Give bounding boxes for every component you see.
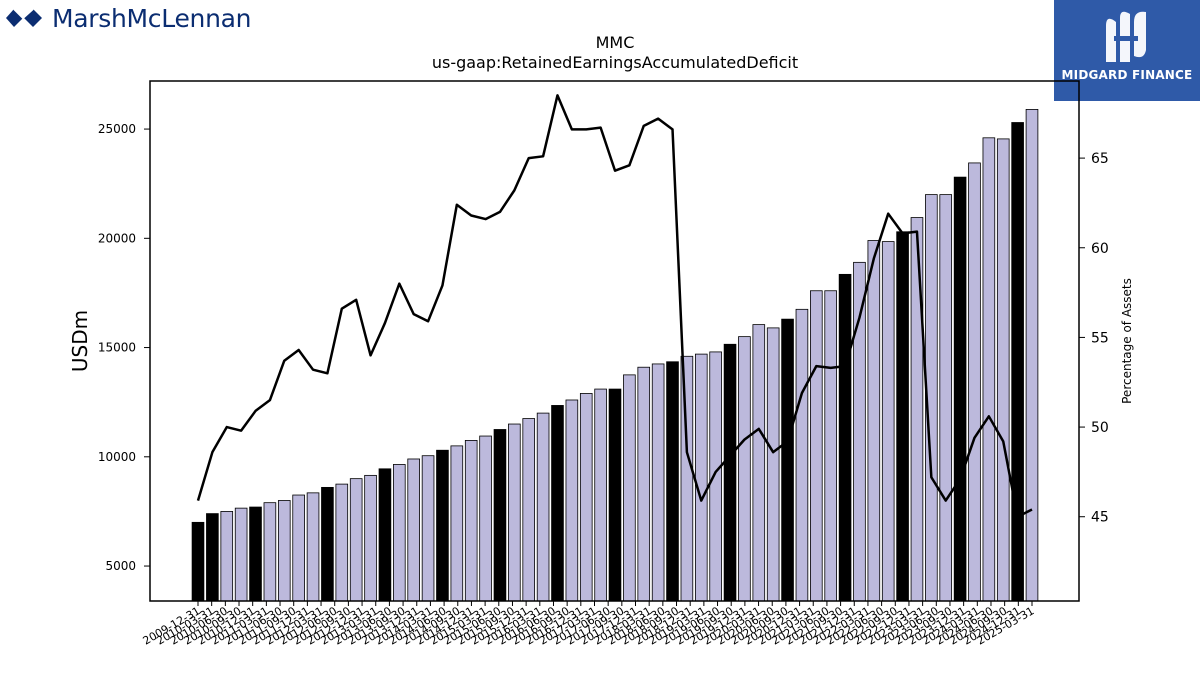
bar xyxy=(263,502,277,602)
bar xyxy=(277,500,291,602)
bar-series xyxy=(191,109,1039,602)
y2-axis-label: Percentage of Assets xyxy=(1120,278,1134,404)
right-y-axis: 45 50 55 60 65 xyxy=(1079,151,1109,526)
bar xyxy=(752,324,766,602)
bar xyxy=(335,483,349,602)
bar xyxy=(723,343,737,602)
bar xyxy=(378,468,392,602)
y2-tick-label: 55 xyxy=(1091,330,1109,346)
bar xyxy=(565,399,579,602)
bar xyxy=(421,455,435,602)
marsh-mclennan-logo: MarshMcLennan xyxy=(4,2,251,34)
bar xyxy=(436,449,449,602)
bar xyxy=(594,388,607,602)
bar xyxy=(220,511,234,602)
bar xyxy=(709,351,722,602)
bar xyxy=(306,492,320,602)
bar xyxy=(637,366,651,602)
bar xyxy=(982,137,996,602)
bar xyxy=(623,374,636,602)
bar xyxy=(694,353,708,602)
bar xyxy=(321,486,334,602)
bar xyxy=(608,388,622,602)
bar xyxy=(910,217,924,602)
y2-tick-label: 60 xyxy=(1091,241,1109,257)
y-tick-label: 10000 xyxy=(98,450,136,464)
chart-subtitle: us-gaap:RetainedEarningsAccumulatedDefic… xyxy=(432,53,798,72)
bar xyxy=(968,162,981,602)
midgard-finance-wordmark: MIDGARD FINANCE xyxy=(1061,68,1193,82)
bar xyxy=(464,440,478,602)
y-tick-label: 25000 xyxy=(98,122,136,136)
line-series xyxy=(196,94,1033,518)
bar xyxy=(450,445,464,602)
bar xyxy=(766,327,780,602)
bar xyxy=(781,318,794,602)
bar xyxy=(1025,109,1039,602)
bar xyxy=(939,194,953,602)
bar xyxy=(579,393,593,602)
y2-tick-label: 50 xyxy=(1091,420,1109,436)
midgard-finance-logo: MIDGARD FINANCE xyxy=(1054,0,1200,101)
bar xyxy=(522,418,536,602)
bar xyxy=(349,478,363,602)
bar xyxy=(191,521,205,602)
y2-tick-label: 45 xyxy=(1091,510,1109,526)
plot-frame xyxy=(149,80,1080,602)
bar xyxy=(881,241,895,602)
x-axis: 2009-12-312010-03-312010-06-302010-09-30… xyxy=(141,601,1037,648)
bar xyxy=(364,474,377,602)
bar xyxy=(206,513,219,602)
bar xyxy=(651,363,665,602)
midgard-logo-mark-icon xyxy=(1106,11,1146,62)
y-tick-label: 5000 xyxy=(105,559,136,573)
y-tick-label: 20000 xyxy=(98,231,136,245)
bar xyxy=(810,290,823,602)
percentage-of-assets-line xyxy=(196,94,1033,518)
y2-tick-label: 65 xyxy=(1091,151,1109,167)
bar xyxy=(249,506,262,602)
bar xyxy=(393,464,406,602)
bar xyxy=(407,458,420,602)
bar xyxy=(536,412,550,602)
bar xyxy=(896,231,909,602)
bar xyxy=(292,494,305,602)
bar xyxy=(479,435,492,602)
bar xyxy=(680,355,694,602)
marsh-mclennan-mark-icon xyxy=(6,8,42,27)
bar xyxy=(795,308,809,602)
bar xyxy=(234,507,248,602)
bar xyxy=(824,290,837,602)
bar xyxy=(996,138,1010,602)
marsh-mclennan-wordmark: MarshMcLennan xyxy=(52,3,252,33)
bar xyxy=(508,423,521,602)
bar xyxy=(867,240,881,602)
bar xyxy=(493,429,507,602)
bar xyxy=(738,336,751,602)
y-tick-label: 15000 xyxy=(98,341,136,355)
bar xyxy=(551,405,564,602)
bar xyxy=(953,176,967,602)
y-axis-label: USDm xyxy=(68,310,92,372)
bar xyxy=(838,273,852,602)
chart-title: MMC xyxy=(596,33,635,52)
bar xyxy=(666,361,679,602)
left-y-axis: 5000 10000 15000 20000 25000 xyxy=(98,122,150,573)
bar xyxy=(1011,122,1024,602)
